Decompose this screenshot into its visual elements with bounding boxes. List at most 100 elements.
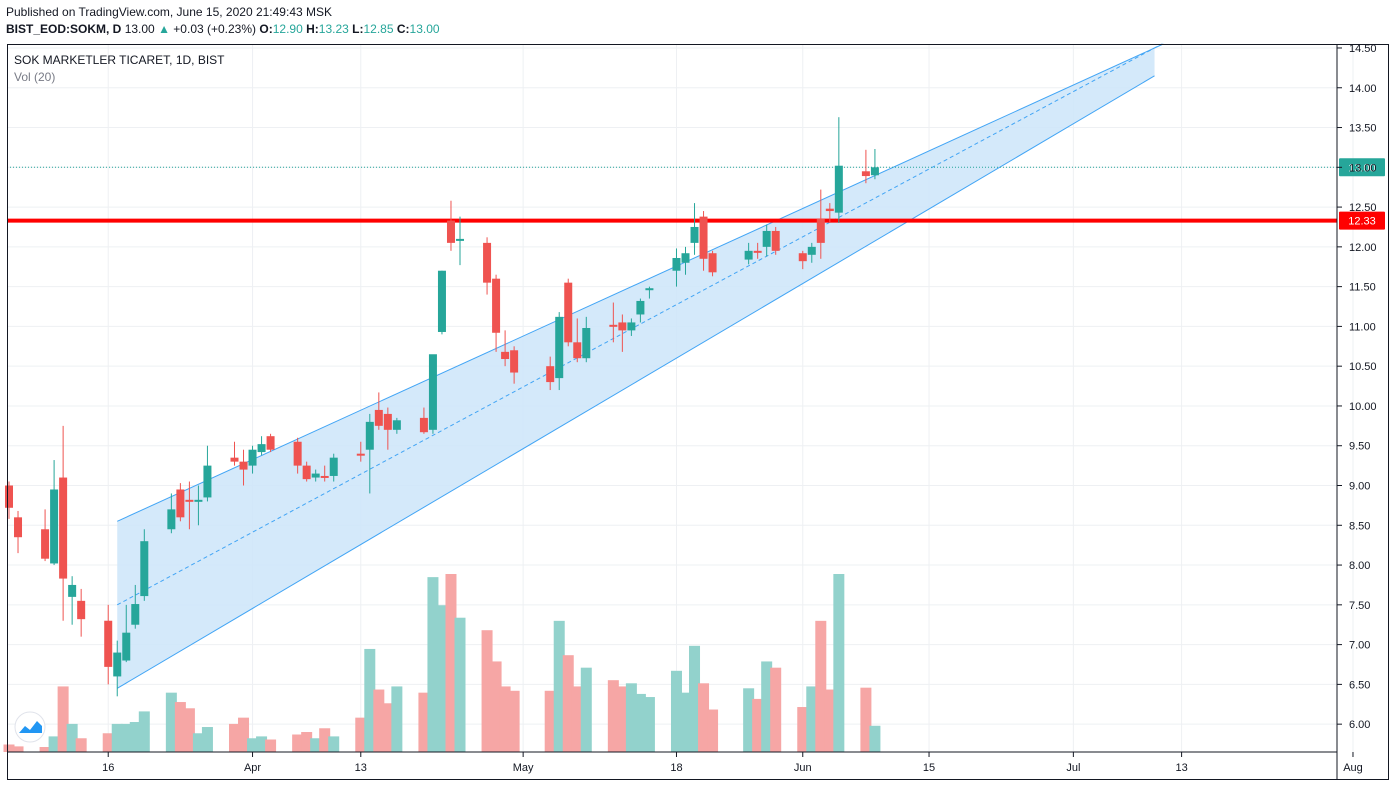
candle-body [771,230,780,251]
volume-bar [607,680,619,752]
volume-bar [382,703,394,752]
candle-body [257,444,266,453]
price-tick-label: 6.00 [1349,719,1370,731]
volume-bar [111,723,123,752]
volume-bar [265,739,277,752]
candle-body [825,208,834,212]
volume-bar [643,697,655,752]
legend-volume-name: Vol (20) [14,70,55,84]
candle-body [636,300,645,315]
open-value: 12.90 [272,22,303,36]
volume-bar [436,605,448,752]
volume-bar [544,690,556,752]
candle-body [203,465,212,498]
candle-body [50,489,59,564]
candle-body [248,449,257,466]
candle-body [510,350,519,373]
price-change: +0.03 (+0.23%) [173,22,257,36]
candle-body [690,226,699,243]
change-up-icon: ▲ [158,22,170,36]
candle-body [185,499,194,502]
candle-body [356,453,365,456]
time-axis[interactable]: 16 Apr 13 May 18 Jun 15 Jul 13 Aug [102,752,1363,774]
low-value: 12.85 [363,22,394,36]
outer-frame [7,44,1389,780]
chart-grid [7,44,1354,752]
volume-bar [481,630,493,752]
time-tick-label: 18 [670,762,682,774]
volume-bar [797,707,809,752]
price-tick-label: 8.00 [1349,560,1370,572]
time-tick-label: Apr [244,762,261,774]
time-tick-label: May [513,762,534,774]
volume-bar [183,708,195,752]
volume-bar [373,689,385,752]
time-tick-label: 15 [923,762,935,774]
horizontal-levels[interactable]: 12.33 13.00 [7,158,1385,230]
candle-body [645,288,654,291]
published-info: Published on TradingView.com, June 15, 2… [6,5,332,19]
candle-body [293,441,302,466]
price-tick-label: 8.50 [1349,520,1370,532]
candle-body [446,220,455,243]
candle-body [392,420,401,430]
volume-bar [328,736,340,752]
volume-bar [761,661,773,752]
volume-bar [129,722,141,752]
candle-body [59,477,68,579]
price-axis[interactable]: 6.00 6.50 7.00 7.50 8.00 8.50 9.00 9.50 10.00 10.… [1337,43,1377,731]
price-tick-label: 11.00 [1349,321,1376,333]
price-tick-label: 7.00 [1349,640,1370,652]
volume-bar [256,736,268,752]
close-label: C: [396,22,410,36]
candle-body [131,604,140,625]
volume-bar [698,683,710,752]
candle-body [573,342,582,359]
volume-bar [707,709,719,752]
price-tick-label: 13.50 [1349,123,1377,135]
tradingview-logo-icon[interactable] [14,711,46,743]
channel-upper-line [117,43,1164,522]
candle-body [609,324,618,327]
candle-body [618,322,627,331]
volume-bar [625,683,637,752]
time-tick-label: Jun [794,762,812,774]
volume-bar [165,692,177,752]
price-tick-label: 10.50 [1349,361,1377,373]
candle-body [329,457,338,476]
volume-bar [508,690,520,752]
regression-channel[interactable] [116,43,1164,689]
volume-bar [445,574,457,752]
price-tick-label: 6.50 [1349,679,1370,691]
volume-bar [301,732,313,752]
volume-bar [3,744,15,752]
last-price: 13.00 [124,22,155,36]
volume-bar [490,661,502,752]
volume-bar [680,692,691,752]
candle-body [41,529,50,559]
volume-bar [48,736,60,752]
time-tick-label: Jul [1066,762,1080,774]
candle-body [419,417,428,433]
channel-median-line [117,43,1163,606]
volume-bar [75,738,87,752]
candle-body [753,250,762,253]
volume-bar [833,574,845,752]
price-tick-label: 9.50 [1349,441,1370,453]
price-tick-label: 13.00 [1349,162,1377,174]
candle-body [870,167,879,176]
high-value: 13.23 [318,22,349,36]
volume-bar [427,577,439,752]
volume-bar [670,670,682,752]
volume-bar [138,711,150,752]
price-tick-label: 14.00 [1349,83,1377,95]
volume-bar [553,620,565,752]
candle-body [672,257,681,271]
candle-body [437,270,446,332]
price-tick-label: 12.50 [1349,202,1377,214]
chart-frame [7,44,1389,780]
price-tick-label: 11.50 [1349,282,1376,294]
price-tick-label: 9.00 [1349,481,1370,493]
volume-bar [616,686,628,752]
